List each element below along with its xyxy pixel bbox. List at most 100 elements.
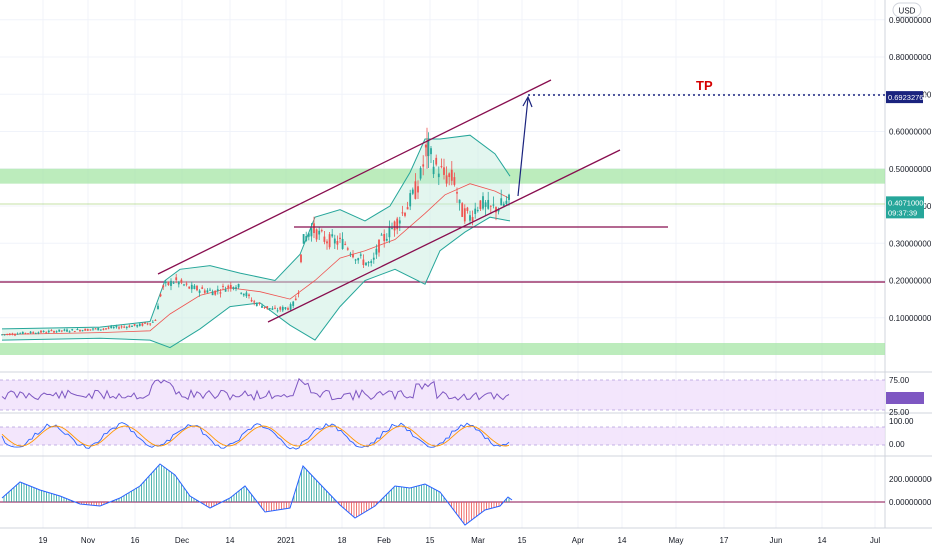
candle-body [450, 169, 453, 181]
candle-body [170, 280, 172, 286]
candle-body [401, 212, 404, 214]
candle-body [339, 237, 341, 239]
currency-badge[interactable] [892, 2, 922, 18]
macd-line [1, 463, 513, 526]
candle-body [37, 332, 40, 334]
stoch-tick-label: 0.00 [889, 440, 905, 449]
candle-body [300, 254, 302, 263]
candle-body [55, 331, 58, 333]
candle-body [476, 210, 479, 212]
candle-body [357, 258, 360, 261]
candle-body [222, 285, 224, 287]
candle-body [432, 166, 435, 175]
candle-body [261, 305, 263, 308]
candle-body [240, 292, 243, 294]
price-tick-label: 0.60000000 [889, 128, 932, 137]
candle-body [68, 331, 71, 333]
candle-body [471, 217, 474, 222]
stoch-k-line [1, 422, 510, 450]
candle-body [154, 319, 157, 321]
candle-body [440, 166, 443, 168]
price-tick-label: 0.30000000 [889, 239, 932, 248]
candle-body [367, 262, 370, 264]
candle-body [164, 282, 167, 284]
channel-lower-line[interactable] [267, 149, 621, 323]
candle-body [162, 285, 165, 288]
candle-body [378, 239, 380, 253]
candle-body [297, 293, 300, 295]
candle-body [443, 167, 445, 175]
rsi-pane [0, 377, 885, 411]
candle-body [253, 301, 256, 303]
candle-body [359, 254, 362, 256]
candle-body [224, 289, 227, 292]
candle-body [211, 291, 214, 296]
candle-body [346, 248, 349, 250]
candle-body [86, 329, 89, 331]
candle-body [419, 168, 422, 179]
candle-body [352, 254, 354, 258]
time-tick-label: 17 [720, 536, 729, 545]
rsi-line [1, 377, 510, 402]
candle-body [370, 261, 373, 263]
candle-body [196, 285, 198, 291]
candle-body [414, 181, 417, 199]
candle-body [333, 238, 336, 244]
candle-body [97, 327, 100, 331]
candle-body [94, 328, 97, 330]
candle-body [388, 226, 391, 238]
target-arrow-line[interactable] [517, 97, 529, 197]
candle-body [409, 193, 412, 207]
candle-body [424, 144, 427, 148]
candle-body [365, 262, 367, 266]
candle-body [393, 221, 396, 231]
candle-body [458, 199, 461, 204]
candle-body [456, 192, 458, 194]
candle-body [198, 290, 201, 293]
candle-body [461, 203, 464, 217]
candle-body [344, 243, 347, 245]
rsi-value-badge [886, 392, 924, 404]
candle-body [206, 290, 209, 293]
candle-body [331, 234, 334, 237]
candle-body [508, 194, 510, 201]
candle-body [105, 328, 107, 330]
candle-body [45, 332, 48, 334]
candle-body [492, 204, 495, 206]
candle-body [354, 259, 357, 261]
candle-body [276, 310, 279, 312]
candle-body [445, 175, 448, 184]
candle-body [167, 281, 170, 286]
candle-body [157, 305, 159, 310]
bollinger-lower [1, 216, 511, 349]
candle-body [110, 326, 113, 329]
time-tick-label: 15 [426, 536, 435, 545]
candle-body [279, 307, 282, 310]
candle-body [1, 334, 3, 336]
candle-body [385, 238, 388, 241]
candle-body [318, 230, 321, 235]
candle-body [136, 324, 139, 327]
target-price-label: 0.69232766 [888, 93, 928, 102]
candle-body [34, 333, 37, 335]
candle-body [141, 323, 144, 326]
candle-body [474, 208, 477, 214]
candle-body [175, 277, 178, 281]
drawings[interactable]: TP [157, 78, 885, 323]
time-tick-label: 19 [39, 536, 48, 545]
candle-body [188, 286, 191, 289]
countdown-label: 09:37:39 [888, 208, 917, 217]
candles [1, 127, 510, 337]
candle-body [349, 253, 352, 255]
channel-upper-line[interactable] [157, 79, 552, 275]
candle-body [14, 334, 16, 336]
candle-body [313, 223, 315, 234]
time-tick-label: 16 [131, 536, 140, 545]
candle-body [463, 208, 466, 222]
candle-body [214, 290, 217, 295]
candle-body [274, 307, 276, 309]
candle-body [183, 284, 185, 286]
bollinger-basis [1, 183, 511, 335]
target-price-badge [886, 91, 923, 104]
